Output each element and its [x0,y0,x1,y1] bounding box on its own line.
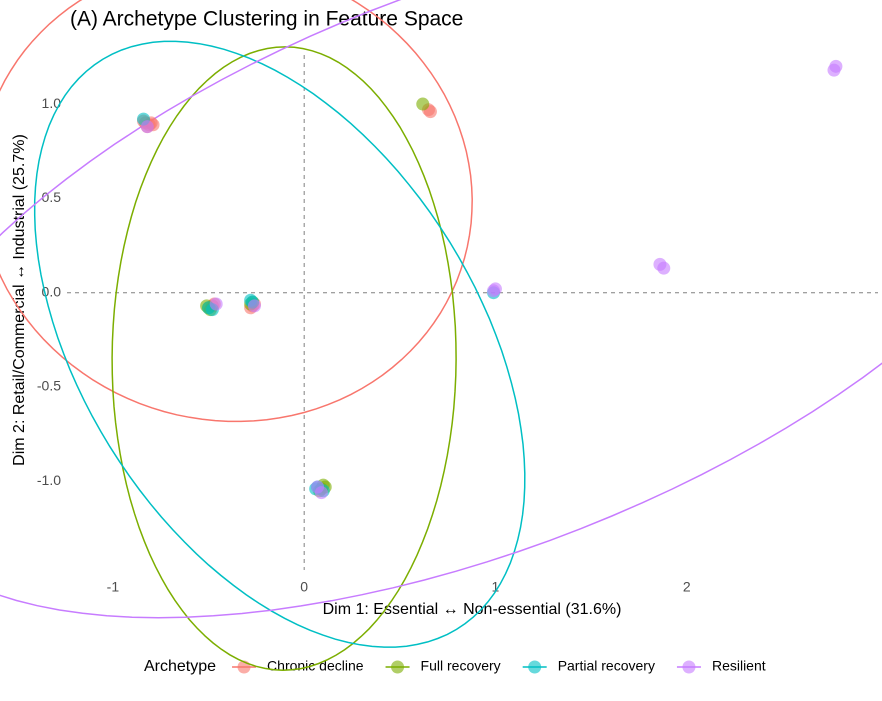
legend-label: Chronic decline [267,658,364,674]
x-tick-label: 1 [492,579,500,595]
y-tick-label: 1.0 [42,95,62,111]
legend: Archetype Chronic decline Full recovery Pa… [144,658,766,676]
point [657,261,671,275]
legend-key [528,660,542,674]
point [311,480,325,494]
y-axis-title: Dim 2: Retail/Commercial ↔ Industrial (2… [11,134,28,466]
confidence-ellipse [0,0,473,423]
legend-label: Full recovery [421,658,501,674]
legend-label: Partial recovery [558,658,655,674]
confidence-ellipse [111,46,457,671]
point [416,97,430,111]
y-tick-label: -0.5 [37,378,61,394]
point [827,63,841,77]
y-tick-label: -1.0 [37,472,61,488]
point [488,282,502,296]
x-tick-label: 0 [300,579,308,595]
legend-key [682,660,696,674]
y-tick-label: 0.5 [42,189,62,205]
x-tick-label: -1 [107,579,120,595]
point [247,299,261,313]
legend-title: Archetype [144,658,216,675]
x-tick-label: 2 [683,579,691,595]
confidence-ellipse [0,0,882,619]
point [140,120,154,134]
x-axis-title: Dim 1: Essential ↔ Non-essential (31.6%) [323,601,622,618]
legend-key [391,660,405,674]
chart-title: (A) Archetype Clustering in Feature Spac… [70,8,463,31]
confidence-ellipse [33,40,526,648]
y-tick-label: 0.0 [42,283,62,299]
legend-label: Resilient [712,658,766,674]
point [209,297,223,311]
